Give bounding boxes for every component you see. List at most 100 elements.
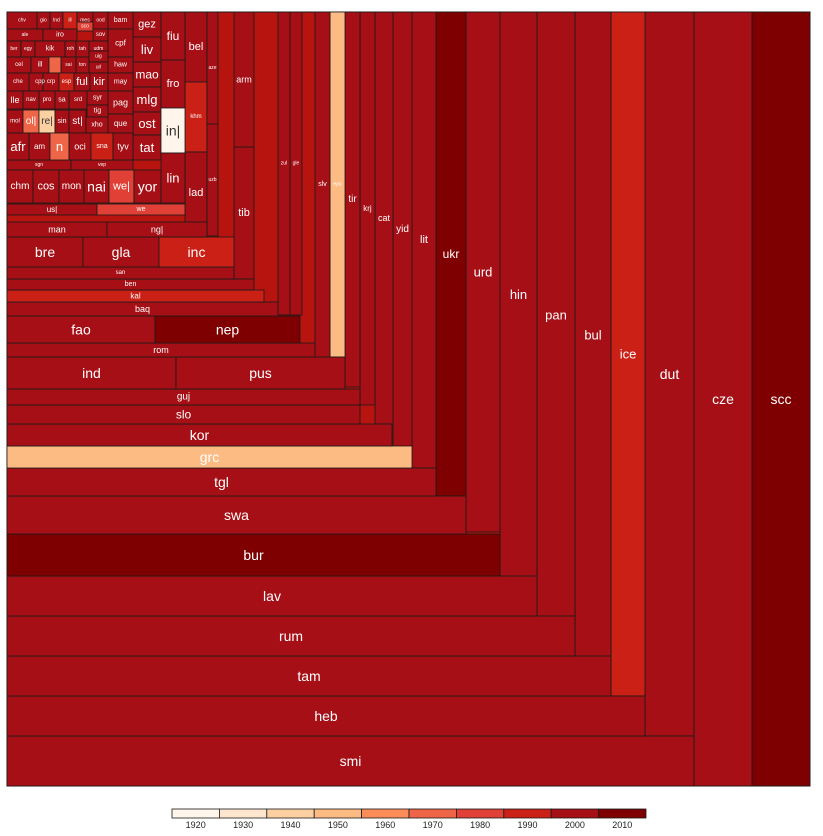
- treemap-label-ton: ton: [79, 62, 86, 68]
- treemap-label-scc: scc: [771, 391, 792, 407]
- treemap-label-smi: smi: [340, 753, 362, 769]
- treemap-label-fao: fao: [71, 322, 91, 338]
- treemap-label-nep: nep: [216, 322, 240, 338]
- treemap-label-url: url: [96, 65, 102, 71]
- treemap-label-mon: mon: [62, 181, 81, 192]
- treemap-label-fiu: fiu: [167, 29, 180, 43]
- treemap-label-pag: pag: [113, 98, 128, 108]
- treemap-label-slo: slo: [176, 408, 192, 422]
- treemap-cell-mao: [132, 61, 162, 88]
- treemap-cell-arm: [233, 11, 255, 148]
- treemap-cell-zul: [277, 11, 291, 316]
- treemap-label-hin: hin: [510, 287, 527, 302]
- treemap-label-khm: khm: [190, 114, 201, 120]
- treemap-cell-bre: [6, 236, 84, 268]
- treemap-cell-swa: [6, 495, 467, 535]
- treemap-label-ful: ful: [76, 76, 88, 88]
- treemap-cell-cpf: [107, 28, 134, 58]
- treemap-label-cat: cat: [378, 213, 391, 223]
- treemap-label-arm: arm: [236, 75, 252, 85]
- treemap-cell-dut: [644, 11, 695, 737]
- treemap-label-sin: sin: [58, 118, 67, 125]
- treemap-label-yid: yid: [396, 224, 409, 235]
- treemap-label-nai: nai: [87, 179, 106, 195]
- treemap-cell-tyv: [112, 132, 134, 161]
- treemap-label-us: us|: [47, 205, 58, 214]
- treemap-label-que: que: [114, 119, 128, 128]
- treemap-cell-tgl: [6, 467, 437, 497]
- treemap-label-bel: bel: [189, 41, 204, 53]
- treemap-cell-lav: [6, 575, 538, 617]
- treemap-cell-fao: [6, 315, 156, 344]
- treemap-label-cel: cel: [15, 62, 23, 68]
- treemap-cell-blank: [48, 56, 62, 74]
- treemap-label-gle: gle: [293, 161, 300, 167]
- treemap-label-mlg: mlg: [137, 92, 158, 107]
- treemap-label-lnd: lnd: [53, 18, 60, 24]
- treemap-label-am: am: [34, 142, 45, 151]
- treemap-label-ice: ice: [620, 347, 637, 362]
- treemap-label-guj: guj: [177, 392, 190, 403]
- treemap-label-man: man: [48, 225, 66, 235]
- treemap-cell-ice: [610, 11, 646, 697]
- treemap-label-bul: bul: [584, 328, 601, 343]
- treemap-label-tyv: tyv: [117, 142, 129, 152]
- treemap-label-dut: dut: [660, 366, 680, 382]
- treemap-label-mes: mes: [80, 18, 90, 24]
- treemap-label-ill: ill: [38, 62, 43, 69]
- treemap-label-cpf: cpf: [115, 39, 126, 48]
- treemap-cell-uzb: [206, 123, 219, 237]
- treemap-label-slv: slv: [318, 181, 327, 188]
- treemap-label-ben: ben: [125, 281, 137, 288]
- treemap-label-grc: grc: [200, 449, 219, 465]
- treemap-cell-cos: [32, 169, 60, 204]
- treemap-label-pro: pro: [43, 97, 52, 103]
- treemap-label-sco: sco: [81, 24, 89, 30]
- treemap-label-uig: uig: [95, 54, 102, 60]
- treemap-label-kal: kal: [130, 292, 140, 301]
- treemap-label-cos: cos: [37, 181, 55, 193]
- treemap-label-in: in|: [166, 123, 181, 139]
- treemap-label-pus: pus: [249, 365, 272, 381]
- treemap-label-aze: aze: [208, 65, 216, 71]
- treemap-label-kik: kik: [46, 46, 55, 53]
- treemap-label-ind: ind: [82, 365, 101, 381]
- treemap-cell-bur: [6, 533, 501, 577]
- treemap-label-lav: lav: [263, 588, 281, 604]
- treemap-cell-scc: [751, 11, 811, 787]
- treemap-label-sgn: sgn: [35, 162, 43, 168]
- treemap-label-swa: swa: [224, 507, 249, 523]
- treemap-label-ng: ng|: [151, 225, 163, 235]
- treemap-label-inc: inc: [188, 244, 206, 260]
- treemap-label-rum: rum: [279, 628, 303, 644]
- treemap-label-kor: kor: [190, 427, 210, 443]
- treemap-label-zul: zul: [281, 161, 287, 167]
- treemap-label-ber: ber: [10, 46, 18, 52]
- treemap-label-che: che: [13, 79, 23, 85]
- treemap-cell-fro: [160, 59, 186, 109]
- treemap-cell-lin: [160, 152, 186, 204]
- treemap-label-ol: ol|: [26, 116, 36, 127]
- treemap-cell-cze: [693, 11, 753, 787]
- treemap-label-lin: lin: [166, 171, 179, 186]
- treemap-cell-bul: [574, 11, 612, 659]
- treemap-label-tib: tib: [238, 207, 250, 219]
- treemap-label-tig: tig: [94, 108, 102, 115]
- treemap-label-iro: iro: [56, 32, 64, 39]
- treemap-label-mol: mol: [10, 119, 20, 125]
- treemap-label-bam: bam: [114, 17, 128, 24]
- treemap-label-cze: cze: [712, 391, 734, 407]
- treemap-label-gez: gez: [138, 19, 156, 31]
- treemap-cell-nai: [83, 169, 110, 204]
- treemap-label-san: san: [116, 270, 126, 276]
- treemap-label-tgl: tgl: [214, 474, 229, 490]
- treemap-cell-pus: [175, 356, 346, 390]
- treemap-cell-ng: [106, 221, 208, 238]
- treemap-label-gla: gla: [112, 244, 131, 260]
- treemap-label-lit: lit: [420, 234, 428, 246]
- treemap-label-tir: tir: [348, 194, 357, 205]
- treemap-label-we: we: [136, 206, 146, 213]
- treemap-cell-heb: [6, 695, 646, 737]
- treemap-label-oci: oci: [74, 142, 86, 152]
